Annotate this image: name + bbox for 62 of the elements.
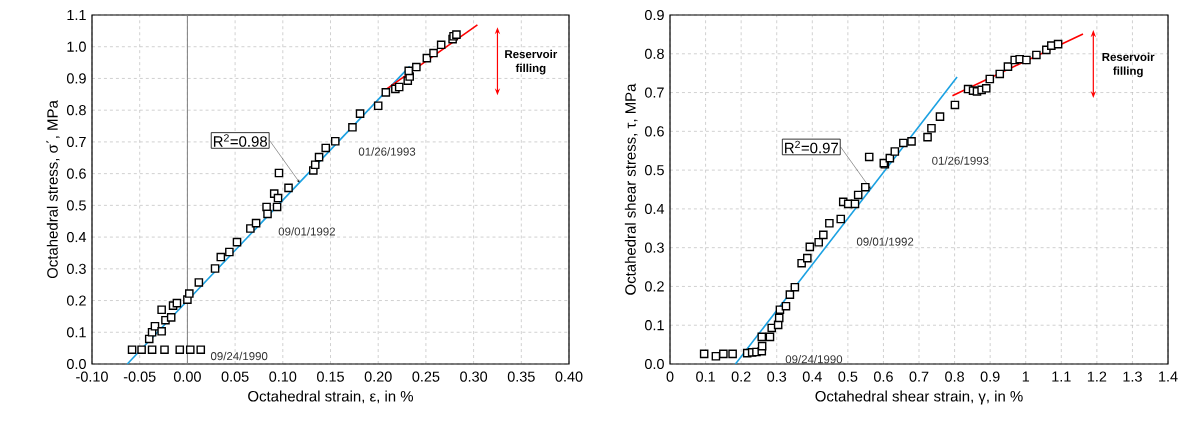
y-tick-label: 0.7 bbox=[66, 136, 86, 148]
y-tick-label: 0.0 bbox=[644, 358, 664, 370]
y-tick-label: 1.0 bbox=[67, 41, 86, 52]
x-axis-title: Octahedral shear strain, γ, in % bbox=[815, 390, 1023, 405]
x-tick-label: 0.5 bbox=[838, 371, 858, 382]
x-tick-label: 0.15 bbox=[317, 371, 344, 382]
x-tick-label: 1.2 bbox=[1087, 371, 1107, 382]
y-tick-label: 1.1 bbox=[67, 10, 86, 20]
annotation: 01/26/1993 bbox=[358, 147, 416, 156]
x-tick-label: 0.8 bbox=[945, 371, 964, 382]
x-tick-label: 0.6 bbox=[873, 371, 893, 382]
x-tick-label: 0.20 bbox=[364, 371, 392, 382]
y-tick-label: 0.4 bbox=[644, 203, 665, 214]
x-tick-label: 0.9 bbox=[980, 371, 1000, 382]
x-tick-label: 0.10 bbox=[269, 371, 297, 382]
y-tick-label: 0.6 bbox=[644, 126, 664, 137]
y-tick-label: 0.6 bbox=[66, 168, 86, 179]
x-tick-label: 0.05 bbox=[221, 371, 249, 382]
y-tick-label: 0.1 bbox=[66, 327, 86, 338]
text: R$^{2}$=0.97 bbox=[785, 140, 838, 154]
y-tick-label: 0.7 bbox=[644, 87, 664, 98]
text: R$^{2}$=0.98 bbox=[213, 134, 267, 147]
x-tick-label: 0.4 bbox=[802, 371, 822, 382]
y-tick-label: 0.1 bbox=[644, 320, 664, 331]
y-tick-label: 0.8 bbox=[644, 48, 664, 59]
y-tick-label: 0.5 bbox=[644, 164, 664, 176]
x-tick-label: 0.3 bbox=[767, 371, 787, 382]
annotation: 09/01/1992 bbox=[856, 237, 914, 246]
x-tick-label: 0.2 bbox=[731, 371, 751, 382]
x-tick-label: -0.10 bbox=[76, 371, 108, 382]
x-tick-label: 0.40 bbox=[555, 371, 583, 382]
y-tick-label: 0.4 bbox=[66, 231, 87, 243]
y-tick-label: 0.2 bbox=[644, 281, 664, 292]
x-tick-label: 0.00 bbox=[173, 371, 201, 382]
x-tick-label: 0.7 bbox=[909, 371, 929, 382]
x-tick-label: 0 bbox=[666, 371, 674, 382]
y-axis-title: Octahedral stress, σ΄, MPa bbox=[46, 100, 60, 279]
annotation: 09/24/1990 bbox=[210, 351, 268, 361]
x-tick-label: 1 bbox=[1022, 371, 1030, 382]
annotation: Reservoir filling bbox=[1102, 52, 1155, 78]
x-tick-label: 1.1 bbox=[1052, 371, 1071, 382]
x-tick-label: -0.05 bbox=[123, 371, 156, 382]
y-tick-label: 0.0 bbox=[66, 358, 86, 370]
x-tick-label: 0.35 bbox=[507, 371, 535, 382]
annotation: 09/24/1990 bbox=[785, 354, 843, 364]
y-tick-label: 0.9 bbox=[66, 73, 86, 84]
x-tick-label: 0.30 bbox=[460, 371, 488, 382]
x-tick-label: 1.3 bbox=[1123, 371, 1142, 382]
annotation: Reservoir filling bbox=[505, 49, 558, 75]
y-tick-label: 0.5 bbox=[66, 200, 86, 211]
x-tick-label: 0.25 bbox=[412, 371, 440, 382]
y-tick-label: 0.3 bbox=[644, 242, 664, 253]
y-tick-label: 0.9 bbox=[644, 9, 664, 21]
y-tick-label: 0.2 bbox=[66, 295, 86, 306]
x-tick-label: 1.4 bbox=[1159, 371, 1178, 382]
x-tick-label: 0.1 bbox=[696, 371, 715, 382]
y-axis-title: Octahedral shear stress, τ, MPa bbox=[624, 83, 638, 295]
y-tick-label: 0.3 bbox=[66, 263, 86, 274]
y-tick-label: 0.8 bbox=[66, 105, 86, 116]
annotation: 09/01/1992 bbox=[278, 227, 335, 236]
annotation: 01/26/1993 bbox=[932, 156, 989, 165]
x-axis-title: Octahedral strain, ε, in % bbox=[248, 390, 414, 404]
